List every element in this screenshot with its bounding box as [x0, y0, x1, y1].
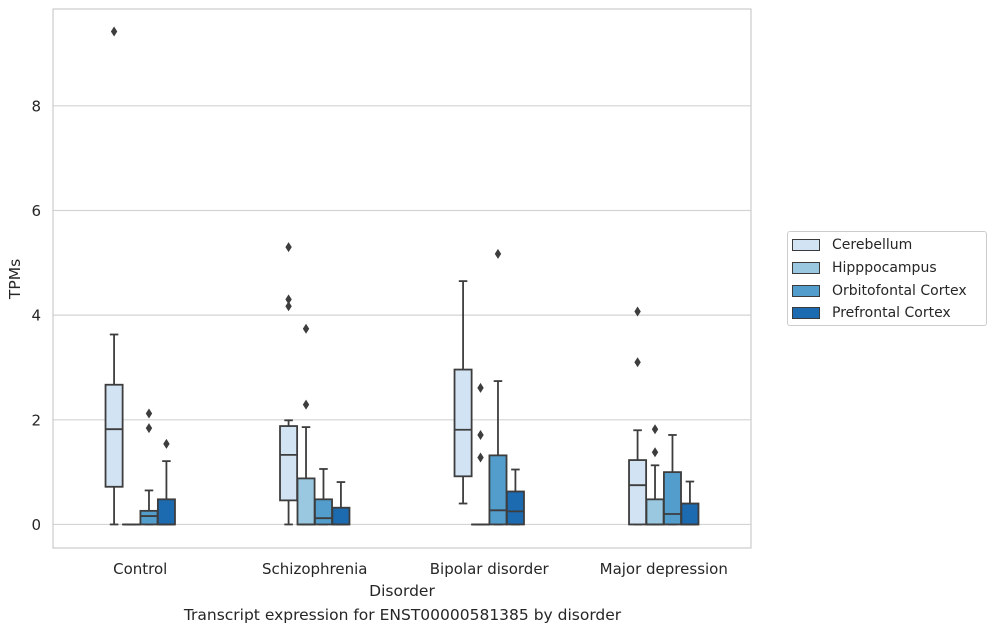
outlier-point [163, 438, 170, 449]
iqr-box [453, 368, 473, 478]
box-prefrontal-cortex-major-depression [680, 480, 700, 526]
legend-item-prefrontal-cortex: Prefrontal Cortex [792, 304, 951, 322]
box-hipppocampus-bipolar-disorder [471, 382, 490, 526]
box-prefrontal-cortex-control [156, 438, 176, 526]
iqr-box [628, 459, 648, 526]
legend-item-hipppocampus: Hipppocampus [792, 259, 937, 277]
iqr-box [279, 425, 299, 502]
legend-item-orbitofontal-cortex: Orbitofontal Cortex [792, 282, 967, 300]
legend-label-hipppocampus: Hipppocampus [832, 260, 937, 276]
x-tick-label: Control [113, 560, 167, 578]
box-cerebellum-control [104, 26, 124, 526]
y-tick-label: 8 [31, 97, 41, 115]
iqr-box [104, 383, 124, 488]
legend-item-cerebellum: Cerebellum [792, 236, 912, 254]
legend-label-cerebellum: Cerebellum [832, 237, 913, 253]
y-tick-label: 4 [31, 307, 41, 325]
outlier-point [477, 382, 484, 393]
series-cerebellum [104, 26, 648, 526]
series-prefrontal-cortex [156, 438, 700, 526]
box-series [104, 26, 700, 526]
iqr-box [680, 502, 700, 526]
outlier-point [285, 294, 292, 305]
y-axis-label: TPMs [6, 259, 24, 300]
box-prefrontal-cortex-schizophrenia [331, 481, 351, 526]
iqr-box [139, 509, 159, 526]
box-hipppocampus-major-depression [645, 424, 665, 526]
box-orbitofontal-cortex-major-depression [663, 434, 682, 526]
outlier-point [285, 242, 292, 253]
box-orbitofontal-cortex-schizophrenia [314, 468, 333, 526]
box-hipppocampus-schizophrenia [296, 323, 316, 526]
iqr-box [314, 498, 333, 526]
outlier-point [651, 424, 659, 435]
box-cerebellum-bipolar-disorder [453, 280, 473, 505]
box-prefrontal-cortex-bipolar-disorder [505, 468, 525, 526]
legend-swatch-hipppocampus [792, 262, 820, 274]
y-tick-label: 6 [31, 202, 41, 220]
legend-swatch-cerebellum [792, 239, 820, 251]
x-axis-label: Disorder [369, 582, 435, 600]
outlier-point [651, 447, 659, 458]
outlier-point [634, 306, 641, 317]
y-tick-labels: 0 2 4 6 8 [31, 97, 41, 534]
legend-label-prefrontal-cortex: Prefrontal Cortex [832, 305, 951, 321]
outlier-point [302, 399, 310, 410]
iqr-box [296, 477, 316, 526]
outlier-point [494, 248, 502, 259]
outlier-point [477, 452, 484, 463]
outlier-point [302, 323, 310, 334]
x-tick-label: Schizophrenia [262, 560, 367, 578]
outlier-point [477, 429, 484, 440]
x-tick-labels: Control Schizophrenia Bipolar disorder Majo… [113, 560, 728, 578]
iqr-box [488, 454, 508, 526]
box-cerebellum-major-depression [628, 306, 648, 526]
legend: Cerebellum Hipppocampus Orbitofontal Cor… [787, 231, 987, 326]
box-orbitofontal-cortex-control [139, 408, 159, 526]
outlier-point [145, 423, 153, 434]
legend-swatch-orbitofontal-cortex [792, 285, 820, 297]
plot-frame [52, 8, 752, 549]
y-tick-label: 2 [31, 411, 41, 429]
series-orbitofontal-cortex [139, 248, 682, 526]
legend-swatch-prefrontal-cortex [792, 307, 820, 319]
iqr-box [505, 490, 525, 526]
box-cerebellum-schizophrenia [279, 242, 299, 526]
y-tick-label: 0 [31, 516, 41, 534]
iqr-box [156, 498, 176, 526]
iqr-box [663, 471, 682, 526]
chart-caption: Transcript expression for ENST0000058138… [183, 606, 622, 624]
box-orbitofontal-cortex-bipolar-disorder [488, 248, 508, 526]
x-tick-label: Major depression [600, 560, 728, 578]
legend-label-orbitofontal-cortex: Orbitofontal Cortex [832, 283, 967, 299]
outlier-point [110, 26, 118, 37]
outlier-point [285, 301, 292, 312]
iqr-box [331, 506, 351, 526]
iqr-box [645, 498, 665, 526]
x-tick-label: Bipolar disorder [430, 560, 550, 578]
series-hipppocampus [122, 323, 665, 526]
outlier-point [145, 408, 153, 419]
outlier-point [634, 357, 641, 368]
